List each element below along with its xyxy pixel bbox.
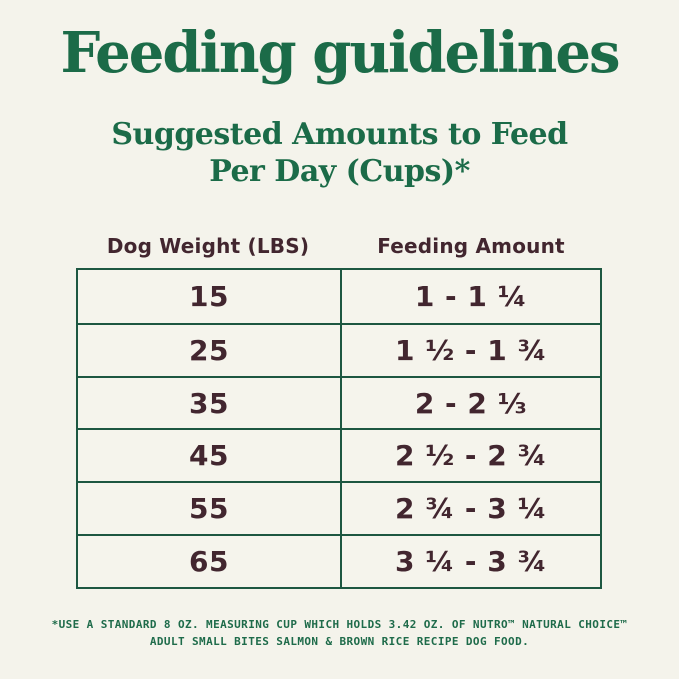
- table-column-headers: Dog Weight (LBS) Feeding Amount: [76, 234, 602, 258]
- subtitle-line-2: Per Day (Cups)*: [209, 154, 470, 189]
- subtitle-line-1: Suggested Amounts to Feed: [111, 117, 568, 152]
- page-subtitle: Suggested Amounts to Feed Per Day (Cups)…: [0, 116, 679, 190]
- footnote-line-1: *USE A STANDARD 8 OZ. MEASURING CUP WHIC…: [51, 618, 628, 631]
- column-header-feeding-amount: Feeding Amount: [377, 234, 565, 258]
- footnote-line-2: ADULT SMALL BITES SALMON & BROWN RICE RE…: [149, 635, 530, 648]
- measuring-cup-footnote: *USE A STANDARD 8 OZ. MEASURING CUP WHIC…: [0, 616, 679, 650]
- column-header-dog-weight: Dog Weight (LBS): [106, 234, 310, 258]
- table-cell-weight: 45: [78, 428, 340, 481]
- table-cell-amount: 2 ½ - 2 ¾: [340, 428, 600, 482]
- table-cell-weight: 25: [78, 322, 340, 376]
- page-title: Feeding guidelines: [60, 20, 620, 86]
- table-cell-weight: 15: [189, 279, 229, 313]
- table-cell-amount: 2 - 2 ⅓: [340, 375, 600, 429]
- feeding-table: 15 1 - 1 ¼ 25 1 ½ - 1 ¾ 35 2 - 2 ⅓ 45 2 …: [76, 268, 602, 589]
- table-cell-amount: 1 - 1 ¼: [340, 270, 600, 323]
- table-cell-weight: 55: [78, 481, 340, 534]
- table-cell-weight: 35: [78, 375, 340, 429]
- table-cell-weight: 65: [78, 534, 340, 587]
- table-cell-amount: 2 ¾ - 3 ¼: [340, 481, 600, 535]
- table-cell-amount: 1 ½ - 1 ¾: [340, 322, 600, 376]
- table-cell-amount: 3 ¼ - 3 ¾: [340, 534, 600, 587]
